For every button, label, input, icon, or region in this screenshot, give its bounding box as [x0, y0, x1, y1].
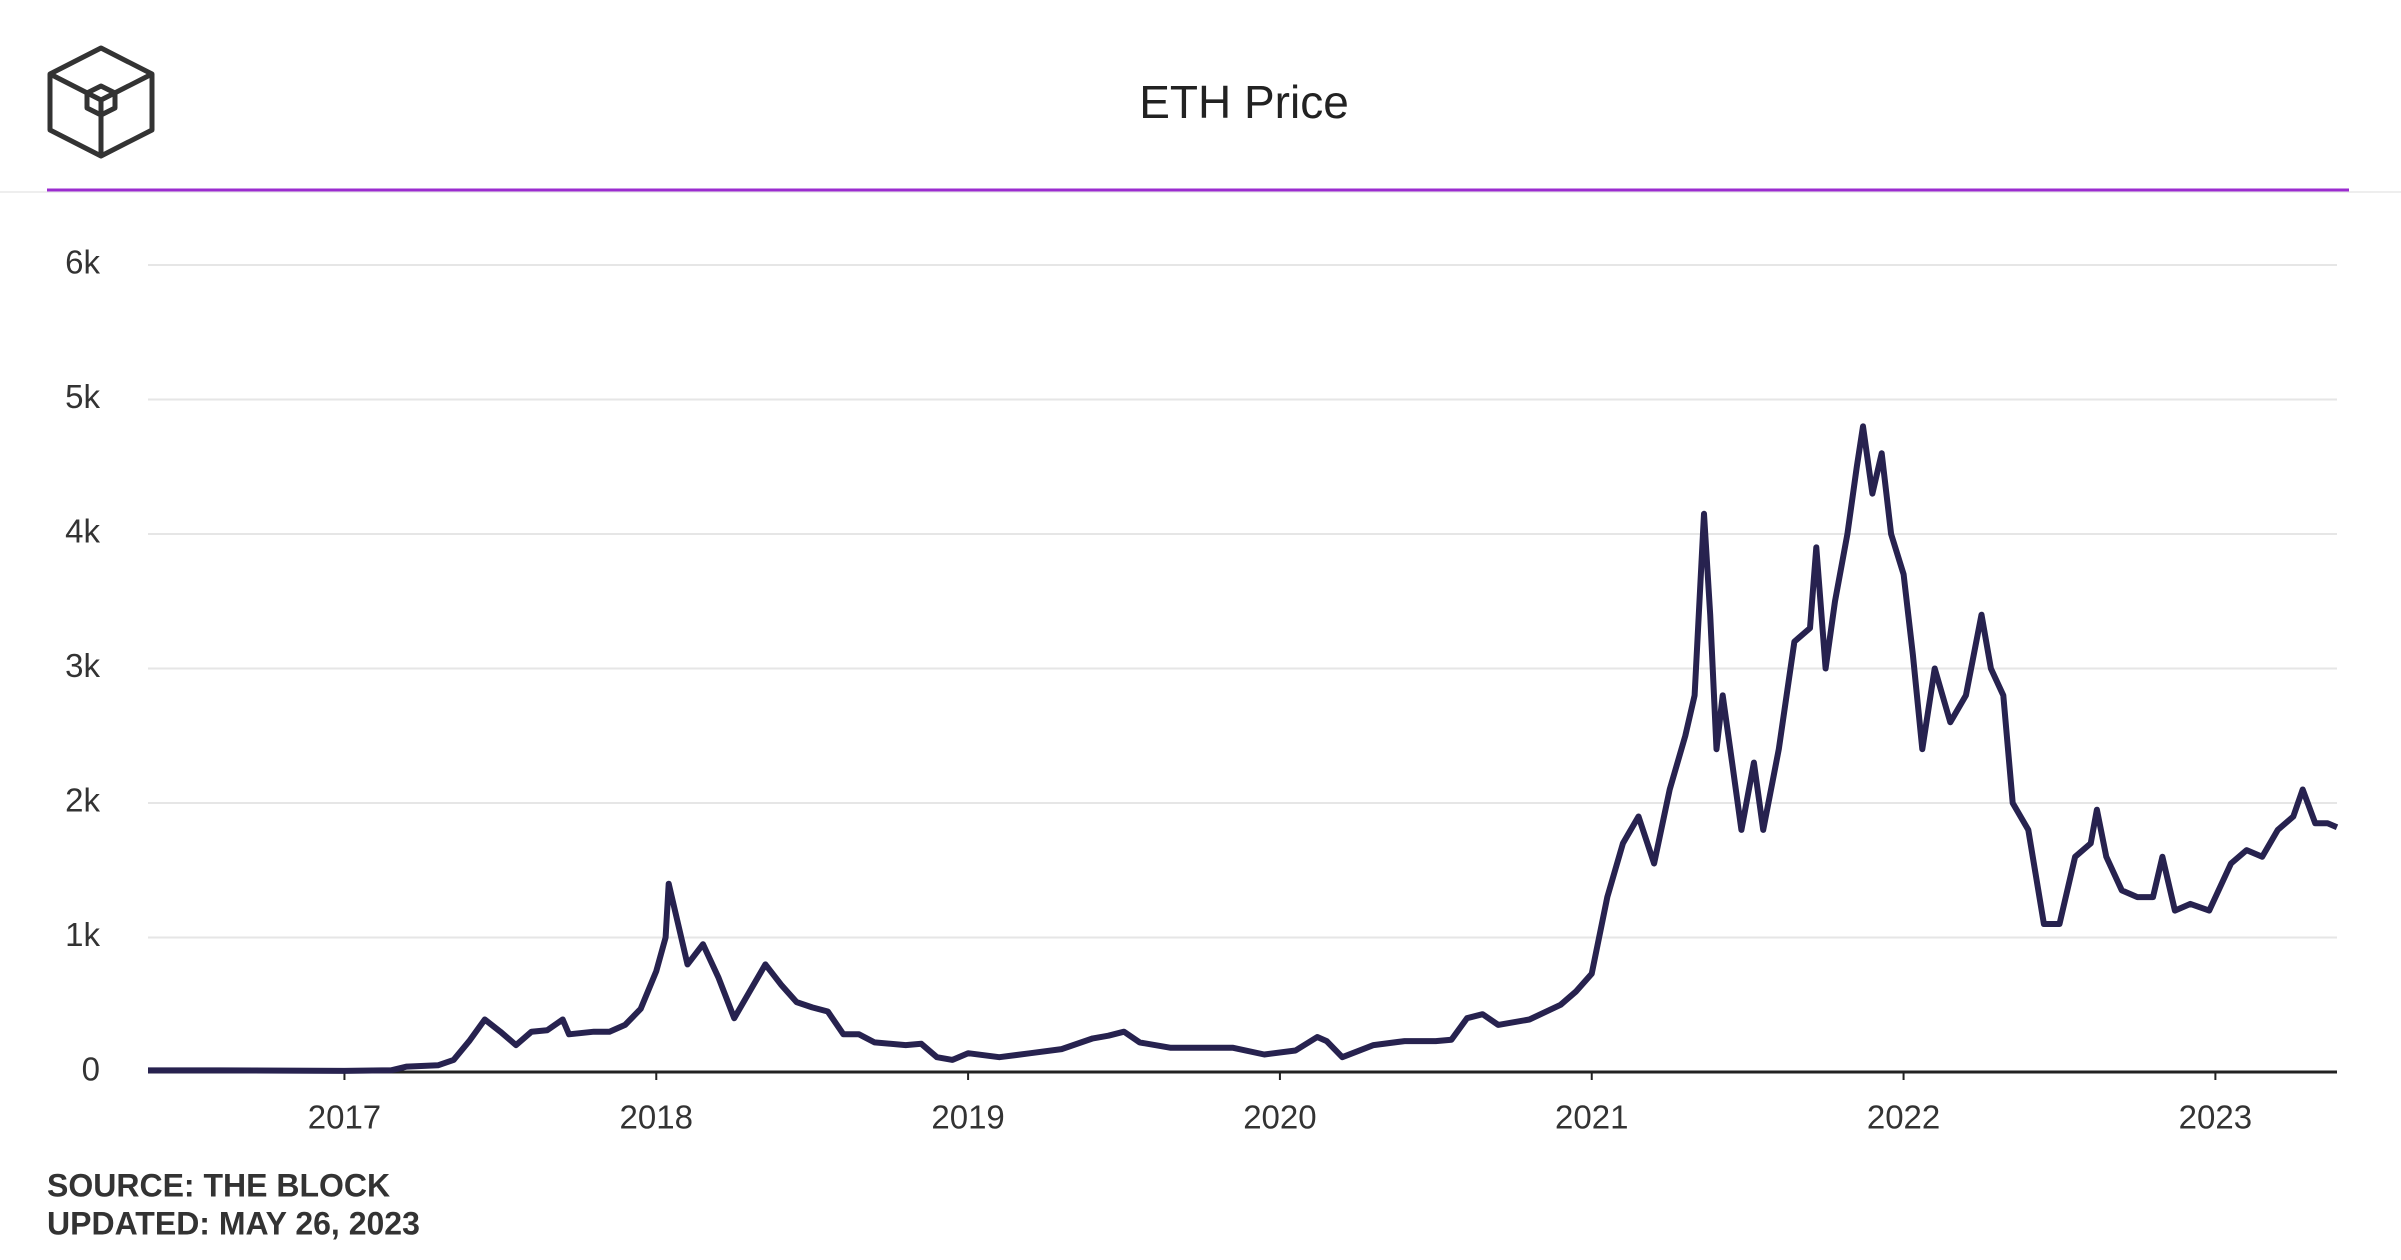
y-tick-label: 5k	[65, 378, 100, 415]
y-tick-label: 1k	[65, 916, 100, 953]
chart-title: ETH Price	[1139, 76, 1349, 128]
x-tick-label: 2022	[1867, 1099, 1940, 1136]
y-tick-label: 2k	[65, 782, 100, 819]
x-tick-label: 2020	[1243, 1099, 1316, 1136]
logo	[47, 45, 155, 159]
updated-note: UPDATED: MAY 26, 2023	[47, 1205, 420, 1241]
source-note: SOURCE: THE BLOCK	[47, 1167, 390, 1203]
x-tick-label: 2018	[620, 1099, 693, 1136]
x-tick-label: 2019	[931, 1099, 1004, 1136]
y-tick-label: 6k	[65, 244, 100, 281]
y-tick-label: 0	[82, 1051, 100, 1088]
x-tick-label: 2017	[308, 1099, 381, 1136]
x-tick-label: 2023	[2179, 1099, 2252, 1136]
y-tick-label: 4k	[65, 513, 100, 550]
y-tick-label: 3k	[65, 647, 100, 684]
x-tick-label: 2021	[1555, 1099, 1628, 1136]
price-line	[148, 423, 2339, 1074]
